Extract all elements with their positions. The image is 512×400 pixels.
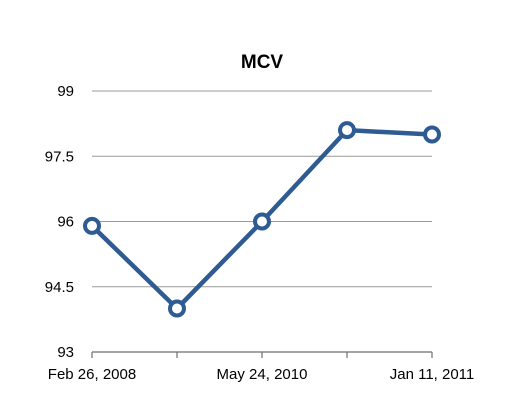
chart-title: MCV (241, 52, 284, 73)
data-point (338, 121, 356, 140)
x-tick-label: Feb 26, 2008 (48, 366, 136, 383)
y-tick-label: 93 (57, 344, 74, 361)
data-point (423, 125, 441, 144)
x-axis: Feb 26, 2008 May 24, 2010 Jan 11, 2011 (48, 352, 474, 383)
series-layer (83, 121, 441, 318)
y-tick-label: 94.5 (45, 279, 74, 296)
y-axis-labels: 99 97.5 96 94.5 93 (45, 83, 74, 361)
y-tick-label: 97.5 (45, 148, 74, 165)
data-point (168, 299, 186, 318)
data-point (83, 216, 101, 235)
y-tick-label: 96 (57, 214, 74, 231)
data-point (253, 212, 271, 231)
x-tick-label: Jan 11, 2011 (390, 366, 475, 383)
y-tick-label: 99 (57, 83, 74, 100)
x-tick-label: May 24, 2010 (217, 366, 308, 383)
